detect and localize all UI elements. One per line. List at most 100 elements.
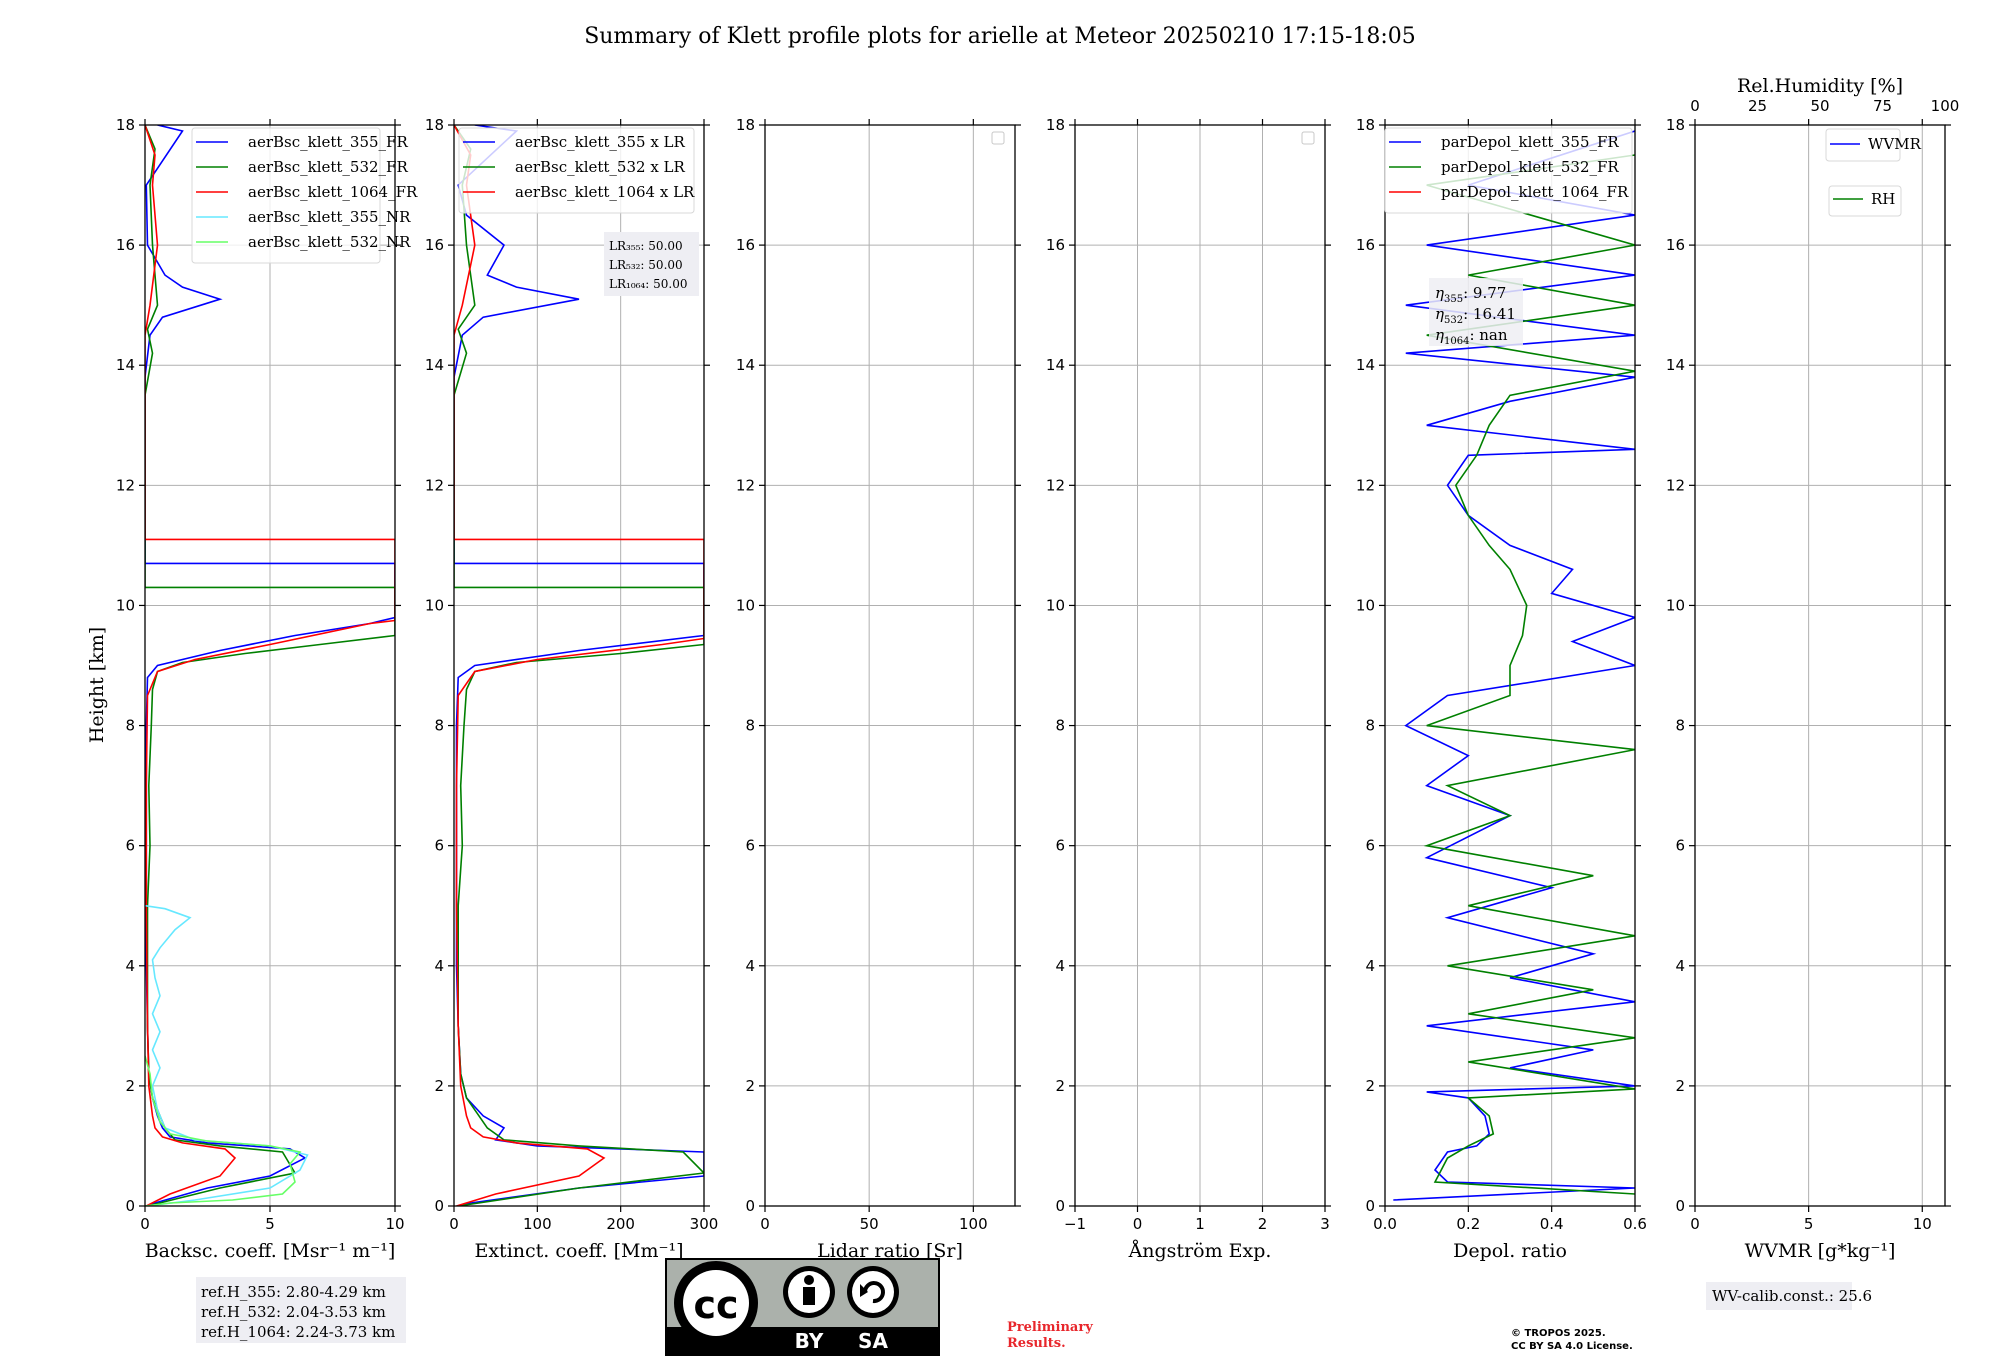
y-tick-label: 18 xyxy=(1666,116,1685,134)
y-tick-label: 12 xyxy=(1356,476,1375,494)
y-tick-label: 2 xyxy=(434,1077,444,1095)
x-axis-label: Extinct. coeff. [Mm⁻¹] xyxy=(474,1240,683,1262)
y-tick-label: 18 xyxy=(736,116,755,134)
series-aerbsc-klett-355-fr xyxy=(145,125,395,1206)
eta-value-355: η355: 9.77 xyxy=(1435,284,1506,305)
legend: aerBsc_klett_355_FR aerBsc_klett_532_FRae… xyxy=(191,127,418,264)
reference-heights-box: ref.H_355: 2.80-4.29 km ref.H_532: 2.04-… xyxy=(196,1277,406,1343)
x-tick-label: 0 xyxy=(1133,1215,1143,1233)
plot-frame xyxy=(1384,124,1636,1207)
legend-background xyxy=(458,127,695,214)
y-tick-label: 16 xyxy=(116,236,135,254)
y-tick-label: 4 xyxy=(125,957,135,975)
y-tick-label: 2 xyxy=(1675,1077,1685,1095)
reference-heights-background xyxy=(196,1277,406,1343)
x-tick-label: 300 xyxy=(690,1215,719,1233)
x-tick-label: 100 xyxy=(959,1215,988,1233)
plot-frame xyxy=(764,124,1016,1207)
eta-box xyxy=(1429,278,1523,346)
y-tick-label: 0 xyxy=(125,1197,135,1215)
y-tick-label: 4 xyxy=(434,957,444,975)
y-tick-label: 14 xyxy=(1356,356,1375,374)
y-tick-label: 0 xyxy=(1675,1197,1685,1215)
eta-value-532: η532: 16.41 xyxy=(1435,305,1516,326)
lidar-ratio-value: LR₁₀₆₄: 50.00 xyxy=(609,277,687,291)
x-tick-label: 200 xyxy=(606,1215,635,1233)
figure-title: Summary of Klett profile plots for ariel… xyxy=(584,24,1416,49)
x-axis-label: Depol. ratio xyxy=(1453,1240,1567,1262)
x-axis-label: Lidar ratio [Sr] xyxy=(817,1240,963,1262)
y-tick-label: 2 xyxy=(1365,1077,1375,1095)
y-tick-label: 6 xyxy=(1055,837,1065,855)
lidar-ratio-value: LR₃₅₅: 50.00 xyxy=(609,239,683,253)
legend-label-aerbsc-klett-355-fr: aerBsc_klett_355_FR xyxy=(248,133,408,151)
person-body-icon xyxy=(803,1287,815,1305)
x-tick-label: 0.2 xyxy=(1456,1215,1480,1233)
empty-legend-box xyxy=(1301,131,1315,145)
panel-backscatter: 0 2 4 6 8 10 12 14 16 18 0 5 10 Backsc. coeff. [Msr⁻¹… xyxy=(116,116,418,1262)
y-tick-label: 4 xyxy=(1055,957,1065,975)
top-x-tick-label: 100 xyxy=(1931,97,1960,115)
legend-label: RH xyxy=(1871,190,1895,208)
legend-label-pardepol-klett-532-fr: parDepol_klett_532_FR xyxy=(1441,158,1619,176)
wv-calibration-box: WV-calib.const.: 25.6 xyxy=(1706,1282,1872,1310)
series-aerbsc-klett-1064-fr xyxy=(145,125,395,1206)
x-tick-label: 5 xyxy=(265,1215,275,1233)
panel-depolarization: 0 2 4 6 8 10 12 14 16 18 0.0 0.2 0.4 0.6 Depol. ratio p… xyxy=(1356,116,1647,1262)
y-tick-label: 0 xyxy=(1365,1197,1375,1215)
legend-label-aerbsc-klett-1064-x-lr: aerBsc_klett_1064 x LR xyxy=(515,183,695,201)
y-tick-label: 6 xyxy=(434,837,444,855)
legend-label-pardepol-klett-1064-fr: parDepol_klett_1064_FR xyxy=(1441,183,1629,201)
x-tick-label: 5 xyxy=(1804,1215,1814,1233)
y-tick-label: 4 xyxy=(1365,957,1375,975)
legend-background xyxy=(1828,185,1902,217)
y-axis-label: Height [km] xyxy=(86,627,108,743)
y-tick-label: 10 xyxy=(116,596,135,614)
series-aerbsc-klett-1064-x-lr xyxy=(454,125,704,1206)
x-tick-label: 100 xyxy=(523,1215,552,1233)
badge-sa-label: SA xyxy=(858,1329,888,1353)
cc-circle-inner xyxy=(683,1270,749,1336)
legend-label-aerbsc-klett-532-fr: aerBsc_klett_532_FR xyxy=(248,158,408,176)
y-tick-label: 16 xyxy=(1356,236,1375,254)
ref-height-532: ref.H_532: 2.04-3.53 km xyxy=(201,1303,386,1321)
legend-label: WVMR xyxy=(1868,135,1922,153)
legend-label-aerbsc-klett-532-nr: aerBsc_klett_532_NR xyxy=(248,233,411,251)
top-x-tick-label: 75 xyxy=(1873,97,1892,115)
y-tick-label: 10 xyxy=(1666,596,1685,614)
y-tick-label: 0 xyxy=(1055,1197,1065,1215)
top-x-tick-label: 50 xyxy=(1810,97,1829,115)
y-tick-label: 14 xyxy=(1046,356,1065,374)
y-tick-label: 6 xyxy=(125,837,135,855)
series-group xyxy=(1393,130,1635,1201)
legend-label-aerbsc-klett-355-x-lr: aerBsc_klett_355 x LR xyxy=(515,133,686,151)
lidar-ratio-box xyxy=(604,232,699,296)
plot-frame xyxy=(453,124,705,1207)
panel-lidar_ratio: 0 2 4 6 8 10 12 14 16 18 0 50 100 Lidar ratio [Sr] xyxy=(736,116,1021,1262)
x-tick-label: 10 xyxy=(385,1215,404,1233)
y-tick-label: 8 xyxy=(1055,717,1065,735)
y-tick-label: 18 xyxy=(1356,116,1375,134)
x-tick-label: 50 xyxy=(860,1215,879,1233)
x-tick-label: 0.0 xyxy=(1373,1215,1397,1233)
y-tick-label: 14 xyxy=(425,356,444,374)
y-tick-label: 12 xyxy=(1666,476,1685,494)
y-tick-label: 14 xyxy=(736,356,755,374)
x-tick-label: 3 xyxy=(1320,1215,1330,1233)
x-axis-label: Ångström Exp. xyxy=(1128,1240,1272,1262)
y-tick-label: 12 xyxy=(425,476,444,494)
empty-legend-box xyxy=(991,131,1005,145)
series-aerbsc-klett-532-nr xyxy=(145,1055,302,1206)
preliminary-note-line1: Preliminary xyxy=(1007,1320,1093,1335)
y-tick-label: 6 xyxy=(745,837,755,855)
y-tick-label: 10 xyxy=(1046,596,1065,614)
x-tick-label: −1 xyxy=(1064,1215,1086,1233)
series-pardepol-klett-355-fr xyxy=(1393,130,1635,1201)
copyright-line1: © TROPOS 2025. xyxy=(1511,1328,1606,1339)
y-tick-label: 2 xyxy=(1055,1077,1065,1095)
wv-calibration-constant: WV-calib.const.: 25.6 xyxy=(1712,1287,1872,1305)
y-tick-label: 12 xyxy=(736,476,755,494)
x-tick-label: 0.4 xyxy=(1540,1215,1564,1233)
x-tick-label: 0 xyxy=(449,1215,459,1233)
legend-background xyxy=(1825,128,1901,162)
